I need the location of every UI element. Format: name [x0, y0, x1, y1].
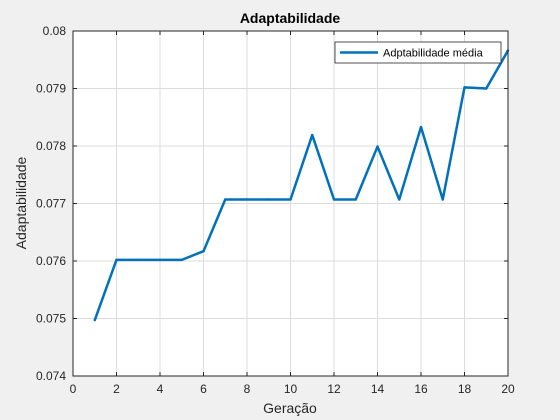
x-tick-label: 6	[200, 382, 207, 396]
data-point	[311, 133, 314, 137]
data-point	[93, 319, 96, 322]
data-point	[419, 125, 423, 129]
x-tick-label: 12	[327, 382, 341, 396]
y-tick-labels: 0.074 0.075 0.076 0.077 0.078 0.079 0.08	[36, 24, 66, 383]
data-point	[267, 198, 270, 201]
x-tick-label: 2	[113, 382, 120, 396]
data-point	[115, 258, 118, 262]
data-point	[463, 86, 466, 89]
data-point	[180, 258, 183, 262]
y-tick-label: 0.076	[36, 254, 66, 268]
data-point	[332, 198, 336, 201]
y-tick-label: 0.075	[36, 312, 66, 326]
y-tick-label: 0.078	[36, 139, 66, 153]
data-point	[158, 258, 162, 262]
y-tick-label: 0.079	[36, 82, 66, 96]
data-point	[354, 198, 357, 201]
data-point	[485, 87, 488, 90]
data-point	[289, 198, 292, 201]
x-tick-label: 8	[244, 382, 251, 396]
data-point	[137, 258, 140, 262]
y-tick-label: 0.077	[36, 197, 66, 211]
series-layer	[93, 49, 510, 322]
x-tick-label: 20	[501, 382, 515, 396]
series-line	[93, 49, 510, 321]
x-tick-label: 4	[157, 382, 164, 396]
ticks	[72, 30, 509, 377]
legend: Adptabilidade média	[334, 41, 502, 64]
y-tick-label: 0.074	[36, 369, 66, 383]
legend-entry-label: Adptabilidade média	[383, 48, 484, 60]
x-tick-label: 14	[371, 382, 385, 396]
data-point	[224, 198, 227, 201]
data-point	[441, 198, 444, 201]
x-axis-label: Geração	[263, 400, 317, 416]
legend-box	[334, 41, 502, 64]
data-point	[202, 250, 205, 253]
x-tick-label: 10	[284, 382, 298, 396]
data-point	[398, 198, 401, 201]
data-point	[376, 145, 379, 148]
y-axis-label: Adaptabilidade	[13, 156, 29, 249]
x-tick-label: 18	[458, 382, 472, 396]
x-tick-label: 0	[70, 382, 77, 396]
y-tick-label: 0.08	[43, 24, 67, 38]
x-tick-labels: 0 2 4 6 8 10 12 14 16 18 20	[70, 382, 515, 396]
x-tick-label: 16	[414, 382, 428, 396]
data-point	[245, 198, 249, 201]
chart-title: Adaptabilidade	[240, 10, 341, 26]
